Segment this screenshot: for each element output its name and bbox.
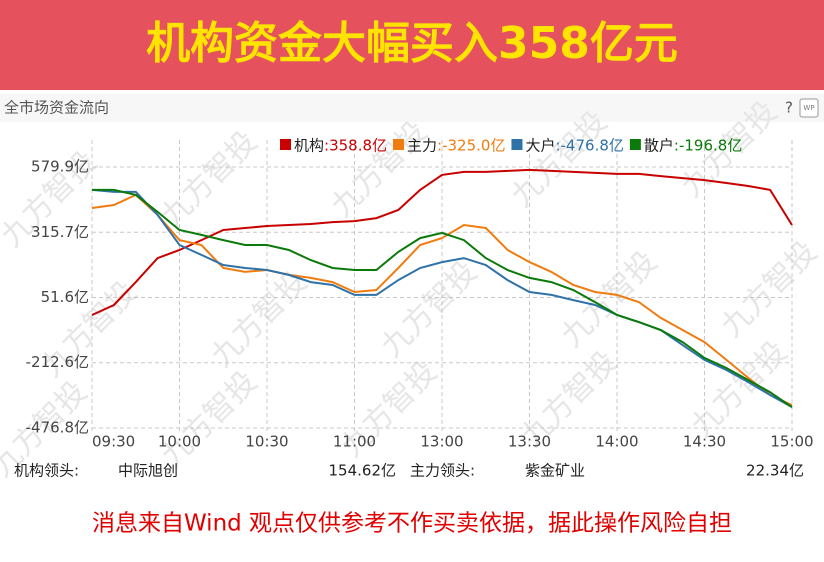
y-tick-label: -212.6亿	[26, 353, 89, 371]
legend-name: 主力	[407, 137, 437, 155]
series-line	[91, 188, 793, 408]
watermark: 九方智投	[374, 254, 484, 364]
watermark: 九方智投	[154, 124, 264, 234]
y-tick-label: -476.8亿	[26, 419, 89, 437]
wp-icon-text: WP	[803, 104, 814, 112]
main-value: 22.34亿	[746, 462, 804, 480]
inst-name: 中际旭创	[118, 462, 178, 480]
x-tick-label: 09:30	[92, 433, 135, 451]
watermark: 九方智投	[204, 264, 314, 374]
legend-swatch	[629, 139, 641, 150]
legend-name: 机构	[294, 137, 324, 155]
series-line	[92, 188, 793, 408]
legend-swatch	[511, 139, 523, 150]
legend-name: 散户	[644, 137, 674, 155]
legend-name: 大户	[525, 137, 555, 155]
watermark: 九方智投	[714, 234, 824, 344]
banner-title: 机构资金大幅买入358亿元	[146, 18, 678, 69]
x-tick-label: 10:00	[158, 433, 201, 451]
legend-swatch	[393, 139, 405, 150]
watermark: 九方智投	[324, 114, 434, 224]
wp-icon[interactable]	[799, 98, 819, 118]
x-tick-label: 15:00	[770, 433, 813, 451]
y-tick-label: 51.6亿	[41, 288, 89, 306]
x-tick-label: 11:00	[333, 433, 376, 451]
x-tick-label: 14:00	[595, 433, 638, 451]
inst-label: 机构领头:	[14, 462, 79, 480]
help-icon[interactable]: ?	[785, 99, 793, 117]
legend-value: :-325.0亿	[437, 137, 505, 155]
banner	[0, 0, 824, 90]
x-tick-label: 14:30	[683, 433, 726, 451]
inst-value: 154.62亿	[329, 462, 397, 480]
panel-header	[0, 94, 824, 122]
x-tick-label: 13:00	[420, 433, 463, 451]
panel-title: 全市场资金流向	[4, 99, 109, 117]
main-label: 主力领头:	[410, 462, 475, 480]
legend-value: :358.8亿	[324, 137, 387, 155]
watermark: 九方智投	[154, 364, 264, 474]
legend-value: :-476.8亿	[555, 137, 623, 155]
legend-value: :-196.8亿	[674, 137, 742, 155]
x-tick-label: 13:30	[508, 433, 551, 451]
y-tick-label: 315.7亿	[31, 223, 89, 241]
main-name: 紫金矿业	[525, 462, 585, 480]
disclaimer: 消息来自Wind 观点仅供参考不作买卖依据，据此操作风险自担	[92, 511, 732, 537]
x-tick-label: 10:30	[245, 433, 288, 451]
series-line	[91, 193, 793, 407]
legend-swatch	[280, 139, 291, 150]
y-tick-label: 579.9亿	[31, 158, 89, 176]
